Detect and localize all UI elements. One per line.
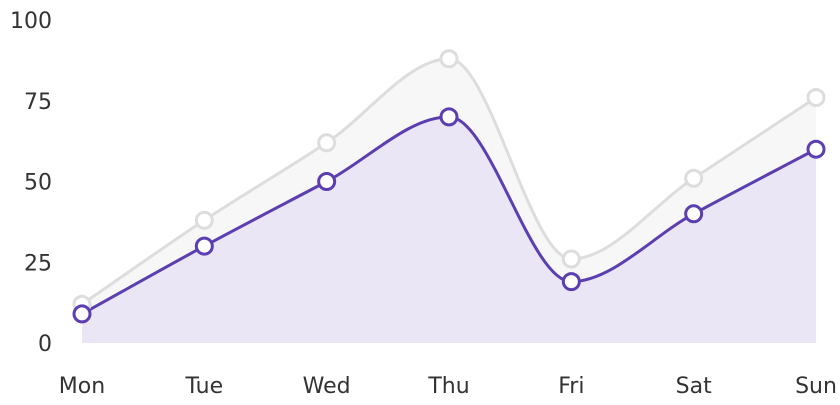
x-tick-label: Thu bbox=[427, 374, 469, 399]
series-2-point-sat[interactable] bbox=[684, 204, 704, 224]
series-2-area bbox=[82, 116, 816, 343]
series-2-point-sun[interactable] bbox=[806, 139, 826, 159]
series-1-point-sat[interactable] bbox=[684, 168, 704, 188]
series-2-point-mon[interactable] bbox=[72, 304, 92, 324]
series-2-point-wed[interactable] bbox=[317, 172, 337, 191]
y-tick-label: 100 bbox=[10, 9, 52, 34]
y-tick-label: 75 bbox=[24, 90, 52, 115]
x-axis: Mon Tue Wed Thu Fri Sat Sun bbox=[59, 374, 837, 399]
x-tick-label: Fri bbox=[558, 374, 584, 399]
y-tick-label: 25 bbox=[24, 251, 52, 276]
series-1-point-wed[interactable] bbox=[317, 133, 337, 153]
x-tick-label: Mon bbox=[59, 374, 105, 399]
series-1-point-thu[interactable] bbox=[439, 49, 459, 69]
x-tick-label: Wed bbox=[303, 374, 351, 399]
y-tick-label: 0 bbox=[38, 332, 52, 357]
x-tick-label: Sat bbox=[676, 374, 712, 399]
series-2-point-fri[interactable] bbox=[561, 272, 581, 292]
series-1-point-fri[interactable] bbox=[561, 249, 581, 269]
series-points bbox=[72, 49, 826, 324]
x-tick-label: Tue bbox=[185, 374, 224, 399]
series-2-point-tue[interactable] bbox=[194, 236, 214, 256]
series-1-point-tue[interactable] bbox=[194, 210, 214, 230]
series-1-point-sun[interactable] bbox=[806, 88, 826, 108]
y-axis: 0 25 50 75 100 bbox=[10, 9, 52, 357]
series-areas bbox=[82, 58, 816, 343]
series-2-point-thu[interactable] bbox=[439, 107, 459, 127]
x-tick-label: Sun bbox=[795, 374, 837, 399]
y-tick-label: 50 bbox=[24, 171, 52, 196]
